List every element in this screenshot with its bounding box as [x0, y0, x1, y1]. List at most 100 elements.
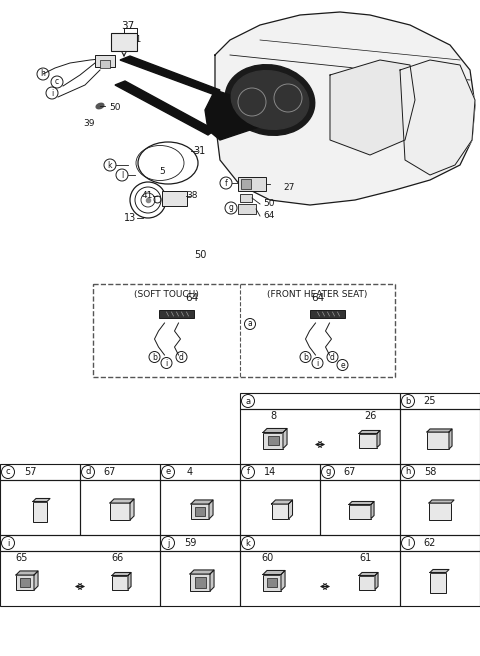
Polygon shape: [429, 500, 454, 503]
Bar: [400, 480, 480, 535]
Text: 64: 64: [185, 293, 199, 303]
Bar: [400, 464, 480, 480]
Bar: [263, 575, 281, 590]
Bar: [111, 33, 137, 51]
Text: 25: 25: [424, 396, 436, 406]
Bar: [160, 551, 240, 606]
Bar: [238, 177, 266, 191]
Text: d: d: [179, 352, 184, 361]
Bar: [159, 310, 194, 318]
Text: d: d: [85, 468, 91, 476]
Text: h: h: [405, 468, 411, 476]
Text: k: k: [246, 539, 251, 548]
Text: 14: 14: [264, 467, 276, 477]
Polygon shape: [215, 12, 475, 205]
Bar: [16, 575, 34, 590]
Text: l: l: [407, 539, 409, 548]
Polygon shape: [209, 500, 213, 519]
Polygon shape: [16, 571, 38, 575]
Text: g: g: [325, 468, 331, 476]
Bar: [400, 551, 480, 606]
Bar: [240, 464, 320, 480]
Polygon shape: [272, 500, 292, 504]
Text: 64: 64: [312, 293, 324, 303]
Text: 5: 5: [159, 167, 165, 176]
Polygon shape: [130, 499, 134, 520]
Bar: [320, 464, 400, 480]
Polygon shape: [112, 573, 131, 575]
Text: 37: 37: [121, 21, 134, 31]
Text: b: b: [405, 396, 411, 405]
Polygon shape: [449, 429, 452, 449]
Bar: [400, 535, 480, 551]
Ellipse shape: [225, 65, 315, 135]
Text: 31: 31: [193, 146, 205, 156]
Bar: [0, 535, 160, 551]
Text: i: i: [7, 539, 9, 548]
Text: f: f: [247, 468, 250, 476]
Bar: [430, 573, 446, 592]
Text: 8: 8: [270, 411, 276, 421]
Text: 50: 50: [194, 250, 206, 260]
Polygon shape: [190, 570, 214, 574]
Polygon shape: [371, 501, 374, 518]
Text: d: d: [330, 352, 335, 361]
Polygon shape: [205, 90, 265, 140]
Text: 4: 4: [187, 467, 193, 477]
Polygon shape: [400, 60, 475, 175]
Bar: [359, 575, 375, 590]
Bar: [191, 504, 209, 519]
Bar: [0, 480, 80, 535]
Text: 67: 67: [104, 467, 116, 477]
Polygon shape: [377, 430, 380, 447]
Bar: [195, 507, 205, 516]
Bar: [320, 480, 400, 535]
Bar: [160, 464, 240, 480]
Bar: [162, 191, 187, 206]
Text: b: b: [152, 352, 157, 361]
Text: 67: 67: [344, 467, 356, 477]
Bar: [349, 504, 371, 518]
Bar: [93, 284, 395, 377]
Text: k: k: [108, 161, 112, 169]
Bar: [427, 432, 449, 449]
Text: 64: 64: [263, 211, 275, 220]
Bar: [400, 409, 480, 464]
Bar: [429, 503, 451, 520]
Bar: [100, 60, 110, 68]
Polygon shape: [359, 430, 380, 434]
Text: j: j: [167, 539, 169, 548]
Text: c: c: [55, 77, 59, 87]
Polygon shape: [110, 499, 134, 503]
Text: e: e: [166, 468, 170, 476]
Polygon shape: [283, 428, 287, 449]
Bar: [20, 578, 30, 587]
Ellipse shape: [96, 103, 104, 109]
Polygon shape: [375, 573, 378, 590]
Bar: [190, 574, 210, 591]
Bar: [33, 501, 47, 522]
Bar: [80, 464, 160, 480]
Polygon shape: [115, 81, 215, 135]
Text: 57: 57: [24, 467, 36, 477]
Bar: [112, 575, 128, 590]
Bar: [240, 480, 320, 535]
Polygon shape: [128, 573, 131, 590]
Text: 41: 41: [142, 192, 153, 201]
Bar: [0, 464, 80, 480]
Bar: [272, 504, 288, 519]
Text: 59: 59: [184, 538, 196, 548]
Text: 61: 61: [359, 553, 371, 563]
Text: a: a: [248, 319, 252, 329]
Polygon shape: [191, 500, 213, 504]
Text: e: e: [340, 361, 345, 369]
Text: i: i: [166, 358, 168, 367]
Text: 41: 41: [131, 35, 143, 45]
Text: f: f: [225, 178, 228, 188]
Bar: [240, 535, 400, 551]
Text: 50: 50: [263, 199, 275, 209]
Polygon shape: [430, 569, 449, 573]
Bar: [95, 55, 115, 67]
Text: 39: 39: [83, 119, 95, 129]
Text: c: c: [6, 468, 10, 476]
